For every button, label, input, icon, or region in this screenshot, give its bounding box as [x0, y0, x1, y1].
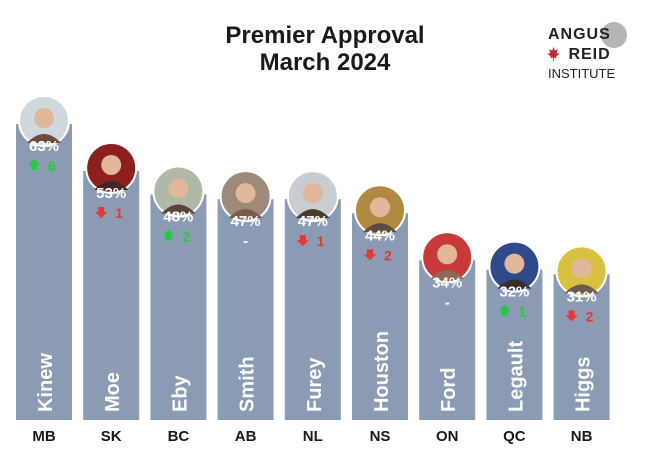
- bar-sk: [83, 170, 140, 420]
- chart-title-line1: Premier Approval: [225, 22, 425, 49]
- x-tick-label: QC: [503, 428, 526, 445]
- premier-photo-shoulders: [27, 134, 61, 143]
- maple-leaf-icon: [547, 47, 560, 61]
- change-label: 6: [48, 158, 56, 174]
- x-tick-label: BC: [168, 428, 190, 445]
- value-label: 44%: [365, 227, 395, 244]
- bar-mb: [16, 124, 72, 420]
- premier-photo-shoulders: [363, 223, 397, 233]
- change-label: 1: [518, 304, 526, 320]
- value-label: 47%: [231, 213, 261, 230]
- bar-on: [419, 260, 476, 420]
- value-label: 48%: [163, 208, 193, 225]
- value-label: 63%: [29, 138, 59, 155]
- premier-name-label: Eby: [169, 374, 191, 412]
- change-label: 1: [115, 205, 123, 221]
- arrow-up-icon: [498, 304, 511, 316]
- logo-line2-text: REID: [568, 46, 611, 63]
- x-tick-label: MB: [32, 428, 55, 445]
- premier-name-label: Moe: [102, 372, 124, 412]
- bar-nl: [284, 199, 341, 420]
- premier-photo-shoulders: [564, 284, 599, 294]
- premier-photo-shoulders: [295, 209, 330, 219]
- arrow-up-icon: [28, 159, 40, 170]
- change-label: -: [243, 233, 248, 250]
- premier-photo-shoulders: [430, 270, 465, 280]
- premier-name-label: Ford: [438, 368, 460, 412]
- arrow-down-icon: [364, 249, 376, 261]
- x-tick-label: NS: [370, 428, 391, 445]
- change-label: 2: [182, 228, 190, 244]
- value-label: 47%: [298, 213, 328, 230]
- x-tick-label: AB: [235, 428, 257, 445]
- change-label: -: [445, 294, 450, 311]
- x-tick-label: NL: [303, 428, 323, 445]
- arrow-down-icon: [296, 235, 309, 247]
- bar-ab: [217, 199, 274, 420]
- premier-photo-face: [235, 183, 256, 204]
- value-label: 53%: [96, 185, 126, 202]
- logo-line3: INSTITUTE: [548, 66, 616, 81]
- premier-photo-face: [34, 108, 54, 128]
- logo-line2: REID: [547, 46, 611, 64]
- logo-circle-icon: [601, 22, 627, 48]
- premier-photo-face: [437, 244, 458, 265]
- x-tick-label: NB: [571, 428, 593, 445]
- angus-reid-logo: ANGUS REID INSTITUTE: [545, 22, 633, 84]
- x-tick-label: ON: [436, 428, 459, 445]
- premier-photo-face: [504, 253, 525, 274]
- arrow-down-icon: [565, 310, 578, 322]
- premier-photo-shoulders: [497, 279, 532, 289]
- bar-qc: [486, 269, 543, 420]
- premier-photo-face: [571, 258, 592, 279]
- change-label: 2: [586, 308, 594, 324]
- arrow-down-icon: [95, 206, 108, 218]
- premier-name-label: Kinew: [35, 353, 57, 412]
- premier-name-label: Houston: [371, 331, 393, 412]
- premier-photo-face: [168, 178, 189, 199]
- premier-photo-face: [302, 183, 323, 204]
- value-label: 31%: [567, 288, 597, 305]
- premier-name-label: Legault: [505, 341, 527, 412]
- premier-photo-face: [370, 197, 390, 218]
- chart-title: Premier Approval March 2024: [0, 22, 650, 76]
- chart-title-line2: March 2024: [259, 49, 391, 76]
- premier-name-label: Smith: [237, 356, 259, 412]
- bar-nb: [553, 274, 610, 420]
- premier-photo-shoulders: [228, 209, 263, 219]
- premier-photo-face: [101, 154, 122, 175]
- premier-photo-shoulders: [94, 180, 129, 190]
- premier-name-label: Furey: [304, 357, 326, 412]
- bar-ns: [352, 213, 408, 420]
- bar-bc: [150, 194, 207, 420]
- logo-line1: ANGUS: [548, 26, 611, 43]
- premier-photo-shoulders: [161, 204, 196, 214]
- arrow-up-icon: [162, 229, 175, 241]
- x-tick-label: SK: [101, 428, 122, 445]
- value-label: 34%: [432, 274, 462, 291]
- premier-name-label: Higgs: [573, 356, 595, 412]
- value-label: 32%: [499, 284, 529, 301]
- change-label: 2: [384, 247, 392, 263]
- change-label: 1: [317, 233, 325, 249]
